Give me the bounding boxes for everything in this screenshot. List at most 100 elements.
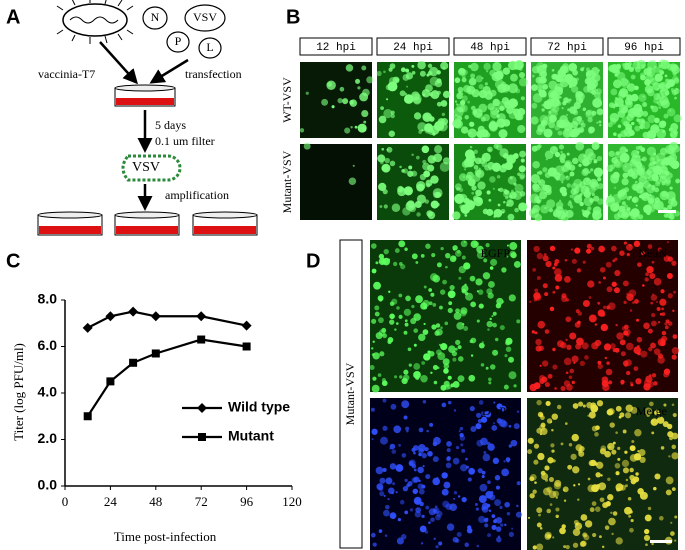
cell [445,462,452,469]
cell [392,482,396,486]
cell [582,260,586,264]
cell [642,131,650,139]
cell [372,352,380,360]
cell [458,91,462,94]
cell [547,373,553,379]
cell [548,80,558,90]
cell [456,445,460,450]
cell [448,345,456,353]
cell [501,97,509,105]
cell [486,208,494,216]
cell [458,265,466,274]
cell [403,330,408,335]
cell [635,204,638,207]
cell [612,203,620,211]
cell [586,243,592,249]
cell [418,333,426,342]
cell [457,345,462,350]
cell [634,66,641,73]
cell [474,157,482,165]
cell [386,98,389,101]
cell [576,268,582,273]
cell [629,527,634,533]
cell [674,515,678,519]
cell [595,168,599,172]
cell [667,79,676,88]
cell [492,422,496,425]
cell [401,400,410,409]
step-label: 5 days [155,118,186,132]
cell [592,98,603,108]
cell [483,411,489,417]
cell [493,215,496,218]
cell [651,431,655,435]
cell [625,484,628,488]
cell [560,385,566,391]
cell [657,247,662,252]
cell [564,160,573,169]
cell [506,511,511,516]
cell [430,292,435,297]
cell [663,255,671,262]
cell [671,347,679,355]
cell [538,179,546,187]
cell [469,275,476,282]
cell [663,371,670,378]
cell [671,452,679,460]
cell [413,112,422,120]
series-line [86,338,247,417]
cell [384,504,390,510]
marker [196,311,207,322]
cell [619,146,627,155]
panel-label: C [6,250,20,272]
cell [553,481,562,490]
cell [538,78,544,84]
cell [584,355,589,360]
cell [540,422,546,428]
cell [456,249,461,254]
cell [442,279,447,285]
cell [408,363,412,367]
cell [467,128,477,138]
cell [527,437,534,444]
cell [574,247,581,254]
cell [648,198,655,204]
cell [447,400,452,405]
cell [382,333,388,339]
cell [560,442,564,446]
cell [534,288,539,293]
cell [374,305,380,311]
cell [470,240,479,248]
cell [438,343,442,346]
cell [604,356,608,360]
cell [611,532,614,536]
cell [410,317,417,325]
cell [555,514,559,519]
cell [651,260,655,264]
cell [545,158,548,161]
cell [403,369,409,375]
cell [489,176,496,183]
cell [554,274,563,282]
cell [499,325,505,331]
cell [603,343,612,351]
cell [598,535,602,539]
cell [454,119,463,129]
cell [651,373,657,378]
cell [383,70,386,74]
cell [624,97,633,106]
cell [615,471,620,476]
cell [412,488,419,495]
cell [654,187,660,193]
cell [495,526,502,532]
cell [413,363,421,370]
cell [624,165,627,168]
cell [378,115,387,124]
cell [582,158,590,167]
cell [402,486,409,492]
cell [405,426,410,431]
cell [464,214,468,217]
cell [551,68,555,72]
cell [611,449,617,455]
cell [388,130,396,138]
